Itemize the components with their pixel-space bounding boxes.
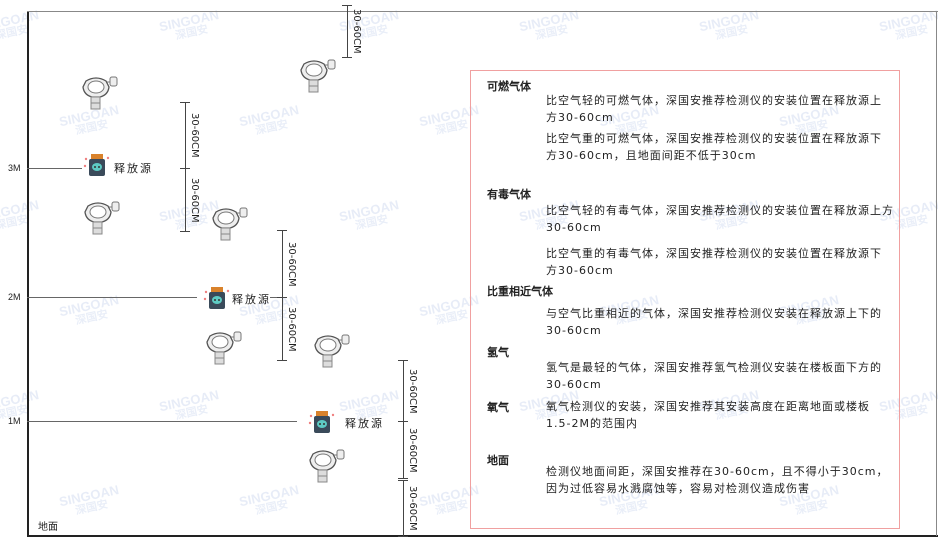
release-source-icon — [203, 285, 231, 315]
dimension-label: 30-60CM — [189, 177, 200, 223]
dimension-line — [282, 297, 283, 360]
watermark-logo: SINGOAN 深国安 — [0, 6, 41, 43]
gas-detector-icon — [310, 333, 352, 375]
note-heading: 有毒气体 — [487, 188, 531, 201]
note-heading: 氧气 — [487, 401, 509, 414]
dimension-line — [403, 360, 404, 421]
dimension-label: 30-60CM — [189, 113, 200, 158]
dimension-label: 30-60CM — [407, 427, 418, 473]
note-paragraph: 比空气轻的可燃气体，深国安推荐检测仪的安装位置在释放源上方30-60cm — [546, 94, 882, 124]
dimension-label: 30-60CM — [407, 486, 418, 531]
note-paragraph: 比空气重的有毒气体，深国安推荐检测仪的安装位置在释放源下方30-60cm — [546, 247, 882, 277]
note-paragraph: 氢气是最轻的气体，深国安推荐氢气检测仪安装在楼板面下方的30-60cm — [546, 361, 882, 391]
note-paragraph: 比空气重的可燃气体，深国安推荐检测仪的安装位置在释放源下方30-60cm，且地面… — [546, 132, 882, 162]
note-heading: 氢气 — [487, 346, 509, 359]
dimension-tick — [277, 360, 287, 361]
dimension-tick — [342, 57, 352, 58]
watermark-logo: SINGOAN 深国安 — [337, 196, 401, 233]
note-heading: 地面 — [487, 454, 509, 467]
dimension-label: 30-60CM — [351, 9, 362, 54]
leader-line — [270, 297, 282, 298]
floor-line — [27, 535, 938, 537]
dimension-line — [403, 421, 404, 478]
gas-detector-icon — [80, 200, 122, 242]
note-paragraph: 氧气检测仪的安装，深国安推荐其安装高度在距离地面或楼板1.5-2M的范围内 — [546, 400, 870, 430]
level-2m-line — [27, 297, 197, 298]
dimension-line — [403, 480, 404, 536]
watermark-logo: SINGOAN 深国安 — [0, 386, 41, 423]
right-wall — [936, 11, 937, 536]
release-source-icon — [83, 152, 111, 182]
dimension-tick — [277, 297, 287, 298]
ceiling-line — [27, 11, 938, 12]
watermark-logo: SINGOAN 深国安 — [157, 6, 221, 43]
dimension-line — [347, 5, 348, 57]
dimension-tick — [180, 231, 190, 232]
watermark-logo: SINGOAN 深国安 — [517, 6, 581, 43]
dimension-tick — [398, 478, 408, 479]
dimension-line — [185, 168, 186, 231]
dimension-tick — [180, 168, 190, 169]
dimension-tick — [398, 360, 408, 361]
dimension-label: 30-60CM — [286, 306, 297, 352]
watermark-logo: SINGOAN 深国安 — [877, 6, 938, 43]
watermark-logo: SINGOAN 深国安 — [0, 196, 41, 233]
watermark-logo: SINGOAN 深国安 — [157, 386, 221, 423]
ground-label: 地面 — [38, 522, 58, 533]
dimension-tick — [398, 536, 408, 537]
note-paragraph: 比空气轻的有毒气体，深国安推荐检测仪的安装位置在释放源上方30-60cm — [546, 204, 894, 234]
level-3m-label: 3M — [8, 163, 21, 173]
watermark-logo: SINGOAN 深国安 — [697, 6, 761, 43]
gas-detector-icon — [296, 58, 338, 100]
level-1m-label: 1M — [8, 416, 21, 426]
dimension-line — [282, 230, 283, 297]
watermark-logo: SINGOAN 深国安 — [57, 481, 121, 518]
gas-detector-icon — [305, 448, 347, 490]
dimension-tick — [342, 5, 352, 6]
release-source-label: 释放源 — [114, 162, 153, 175]
note-heading: 比重相近气体 — [487, 285, 553, 298]
release-source-label: 释放源 — [345, 417, 384, 430]
level-1m-line — [27, 421, 297, 422]
dimension-tick — [277, 230, 287, 231]
note-paragraph: 检测仪地面间距，深国安推荐在30-60cm，且不得小于30cm，因为过低容易水溅… — [546, 465, 889, 495]
dimension-tick — [180, 102, 190, 103]
gas-detector-icon — [208, 206, 250, 248]
watermark-logo: SINGOAN 深国安 — [57, 291, 121, 328]
dimension-tick — [398, 421, 408, 422]
release-source-label: 释放源 — [232, 293, 271, 306]
watermark-logo: SINGOAN 深国安 — [237, 481, 301, 518]
watermark-logo: SINGOAN 深国安 — [237, 101, 301, 138]
dimension-line — [185, 102, 186, 168]
gas-detector-icon — [78, 75, 120, 117]
left-wall — [27, 11, 29, 536]
gas-detector-icon — [202, 330, 244, 372]
dimension-label: 30-60CM — [407, 368, 418, 414]
dimension-label: 30-60CM — [286, 241, 297, 287]
level-2m-label: 2M — [8, 292, 21, 302]
release-source-icon — [308, 409, 336, 439]
level-3m-line — [27, 168, 82, 169]
note-paragraph: 与空气比重相近的气体，深国安推荐检测仪安装在释放源上下的30-60cm — [546, 307, 882, 337]
dimension-tick — [398, 480, 408, 481]
installation-notes-panel: 可燃气体 比空气轻的可燃气体，深国安推荐检测仪的安装位置在释放源上方30-60c… — [470, 70, 900, 529]
note-heading: 可燃气体 — [487, 80, 531, 93]
